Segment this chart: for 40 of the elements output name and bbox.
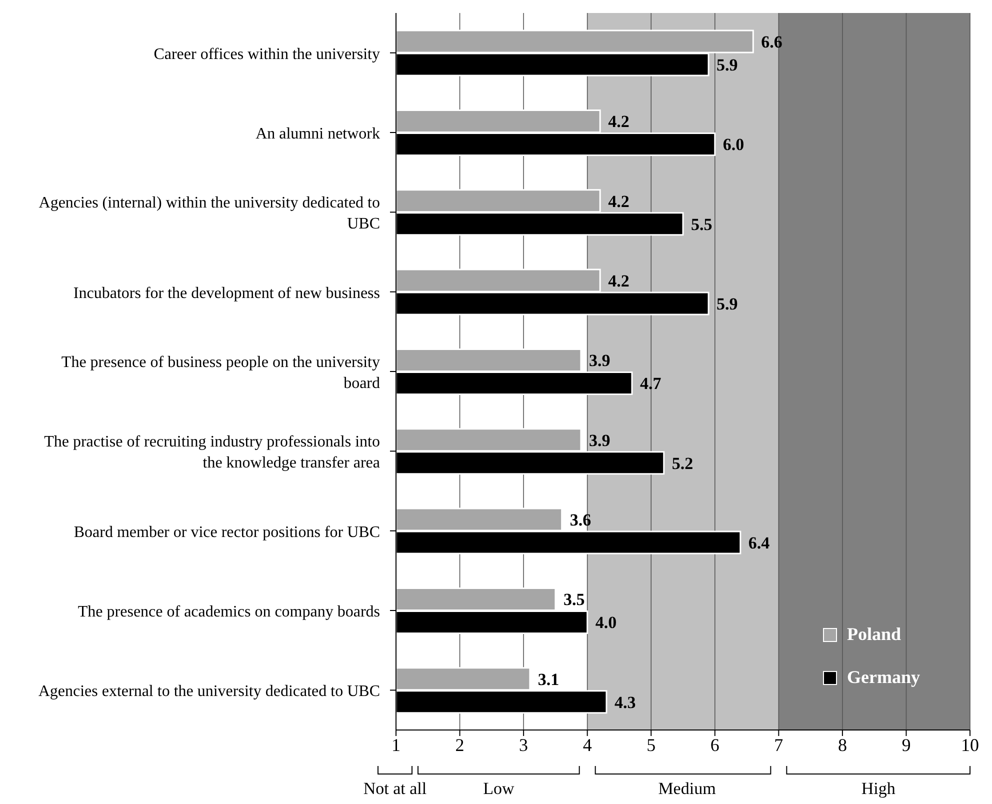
data-label: 4.2: [608, 272, 630, 291]
data-label: 3.1: [538, 670, 560, 689]
y-tick-label: An alumni network: [256, 126, 380, 142]
data-label: 6.4: [748, 534, 770, 553]
x-tick-label: 5: [646, 734, 656, 755]
data-label: 6.0: [722, 135, 744, 154]
data-label: 3.9: [588, 430, 610, 450]
data-label: 5.5: [691, 214, 712, 234]
data-label: 5.9: [716, 56, 738, 75]
legend-label: Poland: [846, 624, 902, 645]
x-tick-label: 9: [902, 734, 911, 755]
data-label: 4.3: [614, 692, 636, 712]
y-tick-label: The presence of business people on the university board: [61, 354, 380, 392]
data-label: 3.5: [563, 590, 585, 610]
x-tick-label: 1: [392, 734, 400, 755]
text: Low: [483, 779, 515, 798]
y-tick-label: The presence of academics on company boards: [78, 604, 380, 620]
data-label: 5.2: [672, 454, 694, 473]
x-tick-label: 10: [961, 734, 979, 755]
x-tick-label: 8: [838, 734, 847, 755]
y-tick-label: Board member or vice rector positions for UBC: [74, 524, 380, 541]
y-tick-label: Agencies (internal) within the university dedicated to UBC: [38, 194, 380, 233]
y-tick-label: Agencies external to the university dedicated to UBC: [38, 683, 380, 700]
data-label: 4.2: [608, 112, 630, 132]
data-label: 5.9: [716, 294, 738, 314]
x-tick-label: 7: [774, 734, 784, 755]
y-tick-label: Incubators for the development of new business: [73, 284, 380, 302]
band-label: High: [861, 779, 896, 798]
legend-label: Germany: [846, 667, 920, 688]
y-tick-label: Career offices within the university: [154, 46, 380, 63]
x-tick-label: 4: [582, 734, 592, 755]
x-tick-label: 3: [519, 734, 528, 755]
x-tick-label: 6: [710, 734, 720, 755]
data-label: 4.0: [595, 613, 617, 632]
y-tick-label: The practise of recruiting industry professionals into the knowledge transfer area: [44, 434, 380, 472]
text: Not at all: [363, 779, 427, 798]
band-label: Medium: [658, 779, 716, 798]
data-label: 3.9: [588, 351, 610, 370]
x-tick-label: 2: [455, 734, 464, 755]
data-label: 4.2: [608, 192, 630, 211]
